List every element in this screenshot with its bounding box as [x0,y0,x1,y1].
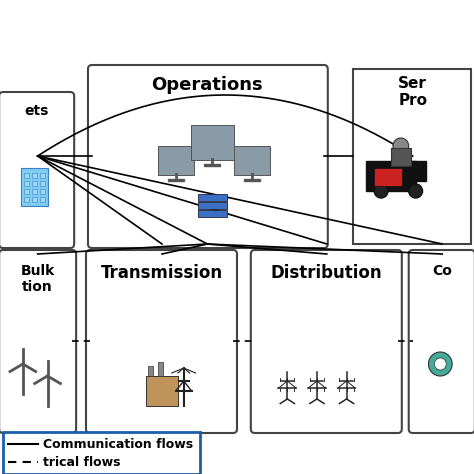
FancyBboxPatch shape [198,210,227,217]
Bar [168,179,184,181]
Bar [204,164,220,166]
FancyBboxPatch shape [354,69,471,244]
FancyBboxPatch shape [198,201,227,209]
Bar [24,173,29,178]
Bar [158,362,163,376]
FancyBboxPatch shape [157,146,194,175]
Bar [374,168,402,186]
Bar [40,189,45,194]
Bar [21,168,48,206]
FancyBboxPatch shape [86,250,237,433]
FancyBboxPatch shape [0,250,76,433]
Text: Transmission: Transmission [101,264,223,282]
FancyBboxPatch shape [191,125,234,160]
Circle shape [393,138,409,154]
FancyBboxPatch shape [88,65,328,248]
Circle shape [428,352,452,376]
Text: Communication flows: Communication flows [43,438,193,450]
Bar [146,376,178,406]
Text: Bulk
tion: Bulk tion [20,264,55,294]
FancyBboxPatch shape [198,193,227,201]
Circle shape [434,358,446,370]
Bar [410,161,426,181]
Bar [32,197,36,202]
Circle shape [374,184,388,198]
Circle shape [409,184,422,198]
Text: Ser
Pro: Ser Pro [398,76,427,109]
Bar [40,197,45,202]
FancyBboxPatch shape [409,250,474,433]
Text: Operations: Operations [152,76,263,94]
FancyBboxPatch shape [251,250,402,433]
Text: Co: Co [432,264,452,278]
Bar [24,181,29,186]
FancyBboxPatch shape [234,146,270,175]
Text: Distribution: Distribution [271,264,383,282]
Bar [24,197,29,202]
Bar [32,181,36,186]
Text: trical flows: trical flows [43,456,120,468]
Bar [24,189,29,194]
Text: ets: ets [25,104,49,118]
Bar [366,161,416,191]
Bar [40,173,45,178]
Bar [148,366,153,376]
Bar [40,181,45,186]
Bar [32,173,36,178]
Bar [391,148,410,166]
Bar [32,189,36,194]
FancyBboxPatch shape [0,92,74,248]
Bar [244,179,260,181]
FancyBboxPatch shape [3,432,201,474]
